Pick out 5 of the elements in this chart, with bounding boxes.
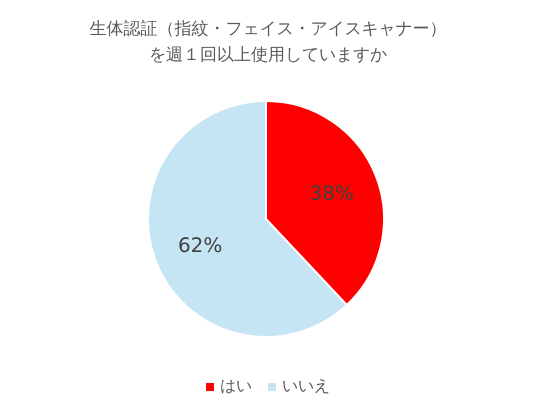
legend-label: いいえ [282,376,330,397]
data-label: 62% [178,233,222,258]
chart-title: 生体認証（指紋・フェイス・アイスキャナー）を週１回以上使用していますか [88,18,448,67]
legend-label: はい [220,376,252,397]
data-label: 38% [310,180,354,205]
